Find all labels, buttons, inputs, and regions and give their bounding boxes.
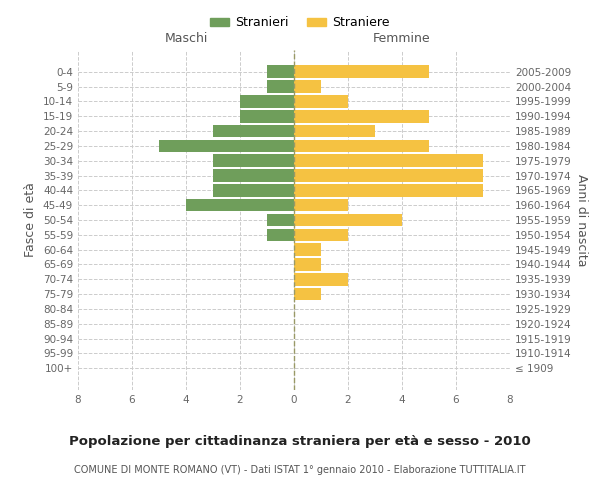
Bar bbox=[267, 80, 294, 93]
Bar bbox=[294, 125, 375, 138]
Bar bbox=[294, 169, 483, 182]
Bar bbox=[294, 154, 483, 167]
Bar bbox=[294, 95, 348, 108]
Bar bbox=[294, 273, 348, 285]
Bar bbox=[294, 244, 321, 256]
Bar bbox=[294, 214, 402, 226]
Legend: Stranieri, Straniere: Stranieri, Straniere bbox=[205, 11, 395, 34]
Bar bbox=[294, 288, 321, 300]
Bar bbox=[267, 66, 294, 78]
Bar bbox=[294, 258, 321, 271]
Text: COMUNE DI MONTE ROMANO (VT) - Dati ISTAT 1° gennaio 2010 - Elaborazione TUTTITAL: COMUNE DI MONTE ROMANO (VT) - Dati ISTAT… bbox=[74, 465, 526, 475]
Bar bbox=[294, 110, 429, 122]
Bar bbox=[159, 140, 294, 152]
Text: Popolazione per cittadinanza straniera per età e sesso - 2010: Popolazione per cittadinanza straniera p… bbox=[69, 435, 531, 448]
Bar bbox=[294, 140, 429, 152]
Y-axis label: Anni di nascita: Anni di nascita bbox=[575, 174, 588, 266]
Bar bbox=[240, 95, 294, 108]
Bar bbox=[186, 199, 294, 211]
Bar bbox=[213, 154, 294, 167]
Bar bbox=[267, 214, 294, 226]
Bar bbox=[213, 169, 294, 182]
Text: Maschi: Maschi bbox=[164, 32, 208, 45]
Bar bbox=[213, 184, 294, 196]
Bar bbox=[294, 80, 321, 93]
Bar bbox=[267, 228, 294, 241]
Text: Femmine: Femmine bbox=[373, 32, 431, 45]
Bar bbox=[294, 199, 348, 211]
Bar bbox=[294, 228, 348, 241]
Bar bbox=[213, 125, 294, 138]
Y-axis label: Fasce di età: Fasce di età bbox=[25, 182, 37, 258]
Bar bbox=[294, 66, 429, 78]
Bar bbox=[294, 184, 483, 196]
Bar bbox=[240, 110, 294, 122]
